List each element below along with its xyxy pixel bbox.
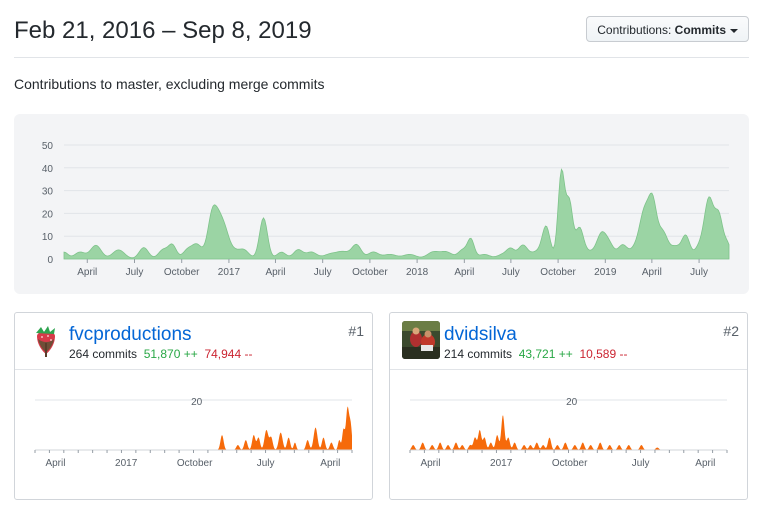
y-tick-label: 30 — [42, 187, 54, 198]
page-header: Feb 21, 2016 – Sep 8, 2019 Contributions… — [14, 0, 749, 58]
avatar[interactable] — [402, 321, 440, 359]
commit-count-link[interactable]: 214 commits — [444, 347, 513, 361]
commit-count-link[interactable]: 264 commits — [69, 347, 138, 361]
main-chart-svg: 0 10 20 30 40 50 April July October 2017 April July… — [42, 141, 730, 278]
avatar[interactable] — [27, 321, 65, 359]
contributor-stats: 264 commits 51,870 ++ 74,944 -- — [69, 347, 252, 361]
additions-count: 43,721 ++ — [518, 347, 573, 361]
user-commits-area-series — [35, 406, 352, 450]
y-tick-label: 10 — [42, 232, 54, 243]
photo-avatar-icon — [402, 321, 440, 359]
x-tick-label: April — [45, 458, 65, 469]
y-tick-label: 20 — [42, 209, 54, 220]
deletions-count: 10,589 -- — [579, 347, 628, 361]
contributor-card: dvidsilva 214 commits 43,721 ++ 10,589 -… — [389, 312, 748, 500]
x-tick-label: October — [164, 267, 200, 278]
x-tick-label: July — [502, 267, 520, 278]
contributor-chart-svg: 20 April 2017 October July April — [409, 397, 728, 469]
contributor-stats: 214 commits 43,721 ++ 10,589 -- — [444, 347, 627, 361]
strawberry-avatar-icon — [27, 321, 65, 359]
x-tick-label: October — [552, 458, 588, 469]
commits-area-series — [63, 168, 730, 260]
x-tick-label: April — [265, 267, 285, 278]
x-tick-label: 2019 — [594, 267, 617, 278]
x-tick-label: April — [420, 458, 440, 469]
date-range-title: Feb 21, 2016 – Sep 8, 2019 — [14, 17, 312, 44]
chart-subtitle: Contributions to master, excluding merge… — [14, 76, 325, 92]
x-tick-label: July — [257, 458, 275, 469]
x-tick-label: April — [77, 267, 97, 278]
y-tick-label: 40 — [42, 164, 54, 175]
x-tick-label: October — [352, 267, 388, 278]
x-tick-label: April — [642, 267, 662, 278]
additions-count: 51,870 ++ — [143, 347, 198, 361]
contrib-value: Commits — [674, 23, 726, 37]
x-tick-label: April — [695, 458, 715, 469]
contributor-username-link[interactable]: fvcproductions — [69, 324, 192, 345]
contributor-card-header: fvcproductions 264 commits 51,870 ++ 74,… — [15, 313, 372, 370]
contributor-card: fvcproductions 264 commits 51,870 ++ 74,… — [14, 312, 373, 500]
x-tick-label: April — [454, 267, 474, 278]
x-tick-label: July — [632, 458, 650, 469]
contributions-type-dropdown[interactable]: Contributions: Commits — [586, 16, 749, 42]
x-tick-label: July — [126, 267, 144, 278]
y-tick-label: 20 — [191, 397, 203, 408]
x-tick-label: October — [177, 458, 213, 469]
y-tick-label: 20 — [566, 397, 578, 408]
contrib-prefix: Contributions: — [597, 23, 672, 37]
contributor-card-header: dvidsilva 214 commits 43,721 ++ 10,589 -… — [390, 313, 747, 370]
x-tick-label: July — [314, 267, 332, 278]
chevron-down-icon — [730, 28, 738, 33]
x-tick-label: October — [540, 267, 576, 278]
x-tick-label: April — [320, 458, 340, 469]
x-tick-label: 2017 — [490, 458, 513, 469]
deletions-count: 74,944 -- — [204, 347, 253, 361]
contributor-username-link[interactable]: dvidsilva — [444, 324, 517, 345]
contributor-rank: #2 — [723, 323, 739, 339]
user-commits-area-series — [410, 415, 727, 450]
main-contributions-chart: 0 10 20 30 40 50 April July October 2017 April July… — [14, 114, 749, 294]
x-tick-label: 2018 — [406, 267, 429, 278]
contributor-rank: #1 — [348, 323, 364, 339]
contributor-chart-svg: 20 April 2017 October July April — [34, 397, 353, 469]
y-tick-label: 50 — [42, 141, 54, 152]
x-tick-label: July — [690, 267, 708, 278]
x-tick-label: 2017 — [218, 267, 241, 278]
y-tick-label: 0 — [47, 255, 53, 266]
x-tick-label: 2017 — [115, 458, 138, 469]
